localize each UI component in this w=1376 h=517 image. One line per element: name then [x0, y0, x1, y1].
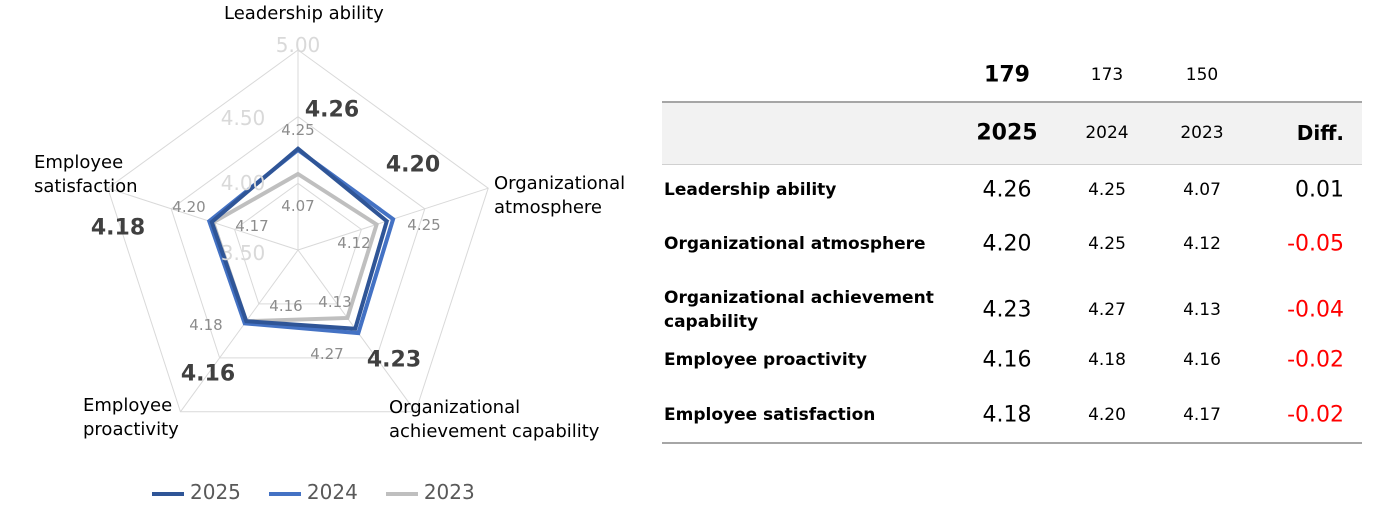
data-label-2024: 4.18 — [189, 316, 223, 334]
value-2023: 4.17 — [1183, 405, 1221, 425]
legend-item-2024: 2024 — [268, 480, 358, 504]
data-label-2025: 4.26 — [304, 97, 360, 123]
series-line-2023 — [210, 171, 379, 324]
value-2025: 4.23 — [982, 297, 1032, 323]
tick-label: 5.00 — [275, 33, 321, 57]
data-label-2025: 4.18 — [90, 215, 146, 241]
grid-ring — [107, 49, 489, 413]
header-2025: 2025 — [976, 120, 1038, 146]
value-2024: 4.20 — [1088, 405, 1126, 425]
value-diff: -0.04 — [1287, 297, 1344, 323]
axis-label-achievement: Organizational achievement capability — [389, 397, 600, 442]
series-line-2025 — [209, 146, 390, 331]
header-diff: Diff. — [1296, 121, 1344, 145]
row-label: Employee proactivity — [664, 350, 867, 370]
value-2024: 4.27 — [1088, 300, 1126, 320]
value-2023: 4.07 — [1183, 180, 1221, 200]
score-table: 179 173 150 2025 2024 2023 Diff. Leaders… — [662, 0, 1362, 517]
axis-spoke — [180, 249, 299, 413]
tick-label: 4.50 — [220, 106, 266, 130]
data-label-2025: 4.20 — [385, 152, 441, 178]
data-label-2024: 4.20 — [172, 198, 206, 216]
row-label: Employee satisfaction — [664, 405, 876, 425]
value-2025: 4.16 — [982, 347, 1032, 373]
value-2024: 4.25 — [1088, 180, 1126, 200]
data-label-2023: 4.12 — [337, 234, 371, 252]
axis-label-atmosphere: Organizational atmosphere — [494, 173, 626, 218]
header-2024: 2024 — [1085, 123, 1129, 143]
axis-spoke — [297, 249, 416, 413]
count-2025: 179 — [984, 62, 1030, 88]
data-label-2023: 4.16 — [269, 297, 303, 315]
value-diff: -0.02 — [1287, 347, 1344, 373]
value-2023: 4.13 — [1183, 300, 1221, 320]
row-label: Leadership ability — [664, 180, 837, 200]
data-label-2025: 4.23 — [366, 347, 422, 373]
legend: 2025 2024 2023 — [152, 480, 475, 504]
axis-label-satisfaction: Employee satisfaction — [34, 152, 138, 197]
value-2025: 4.18 — [982, 402, 1032, 428]
axis-label-proactivity: Employee proactivity — [83, 395, 179, 440]
axis-spoke — [107, 187, 299, 251]
row-label: Organizational achievement capability — [664, 288, 934, 332]
value-2023: 4.12 — [1183, 234, 1221, 254]
legend-item-2023: 2023 — [385, 480, 475, 504]
axis-label-leadership: Leadership ability — [224, 3, 384, 24]
data-label-2024: 4.27 — [310, 345, 344, 363]
value-2023: 4.16 — [1183, 350, 1221, 370]
table-header — [662, 101, 1362, 165]
value-2025: 4.20 — [982, 231, 1032, 257]
header-2023: 2023 — [1180, 123, 1224, 143]
data-label-2024: 4.25 — [407, 216, 441, 234]
tick-label: 3.50 — [220, 241, 266, 265]
data-label-2023: 4.17 — [235, 217, 269, 235]
legend-item-2025: 2025 — [152, 480, 241, 504]
data-label-2023: 4.13 — [318, 293, 352, 311]
value-diff: -0.05 — [1287, 231, 1344, 257]
grid-ring — [170, 116, 426, 359]
radar-chart — [107, 49, 489, 413]
data-label-2024: 4.25 — [281, 121, 315, 139]
value-2024: 4.18 — [1088, 350, 1126, 370]
value-diff: 0.01 — [1295, 177, 1344, 203]
row-label: Organizational atmosphere — [664, 234, 926, 254]
table-bottom-rule — [662, 442, 1362, 444]
data-label-2025: 4.16 — [180, 361, 236, 387]
value-diff: -0.02 — [1287, 402, 1344, 428]
count-2024: 173 — [1090, 65, 1124, 85]
data-label-2023: 4.07 — [281, 197, 315, 215]
tick-label: 4.00 — [220, 171, 266, 195]
value-2025: 4.26 — [982, 177, 1032, 203]
count-2023: 150 — [1185, 65, 1219, 85]
value-2024: 4.25 — [1088, 234, 1126, 254]
grid-ring — [234, 182, 362, 305]
